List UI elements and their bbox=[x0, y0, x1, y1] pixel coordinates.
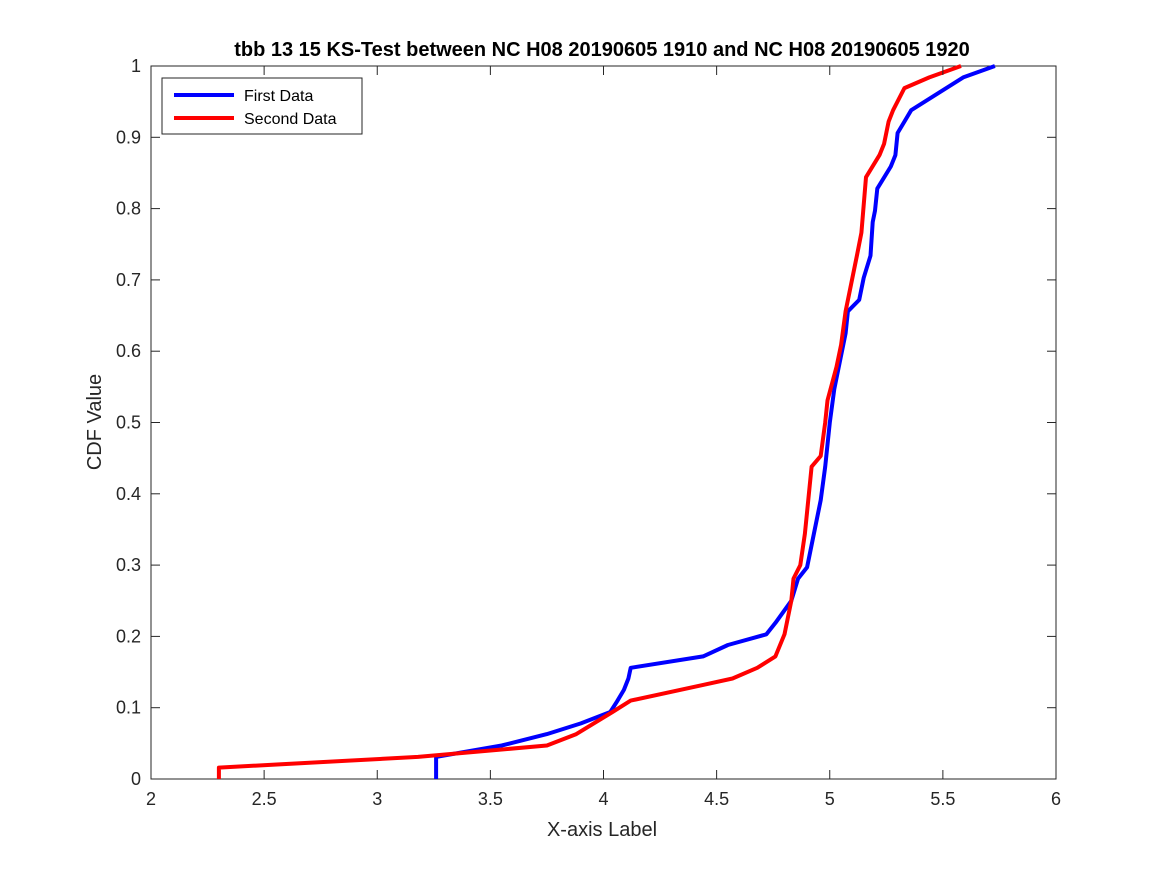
series-line-first-data bbox=[434, 64, 996, 779]
x-axis-label: X-axis Label bbox=[547, 819, 657, 841]
y-tick-label: 1 bbox=[131, 56, 141, 76]
y-axis-label: CDF Value bbox=[84, 374, 106, 470]
y-tick-label: 0.2 bbox=[116, 626, 141, 646]
legend-box bbox=[161, 77, 363, 135]
y-tick-label: 0.5 bbox=[116, 413, 141, 433]
y-tick-label: 0.8 bbox=[116, 199, 141, 219]
x-tick-label: 3 bbox=[372, 789, 382, 809]
series-line-second-data bbox=[216, 64, 962, 779]
x-tick-label: 2 bbox=[146, 789, 156, 809]
x-tick-label: 4.5 bbox=[704, 789, 729, 809]
y-tick-label: 0.1 bbox=[116, 698, 141, 718]
x-tick-label: 5 bbox=[825, 789, 835, 809]
legend-label-second-data: Second Data bbox=[244, 111, 337, 128]
y-tick-label: 0 bbox=[131, 769, 141, 789]
x-tick-label: 6 bbox=[1051, 789, 1061, 809]
y-tick-label: 0.9 bbox=[116, 127, 141, 147]
legend: First Data Second Data bbox=[161, 77, 363, 135]
x-tick-label: 5.5 bbox=[930, 789, 955, 809]
legend-label-first-data: First Data bbox=[244, 88, 313, 105]
y-tick-label: 0.4 bbox=[116, 484, 141, 504]
x-tick-label: 2.5 bbox=[252, 789, 277, 809]
x-tick-label: 3.5 bbox=[478, 789, 503, 809]
y-tick-label: 0.7 bbox=[116, 270, 141, 290]
plot-box bbox=[150, 65, 1057, 780]
y-tick-label: 0.6 bbox=[116, 341, 141, 361]
y-tick-label: 0.3 bbox=[116, 555, 141, 575]
series-layer bbox=[216, 64, 996, 779]
x-tick-label: 4 bbox=[598, 789, 608, 809]
chart-title: tbb 13 15 KS-Test between NC H08 2019060… bbox=[234, 39, 970, 61]
plot-area bbox=[150, 65, 1057, 780]
ticks-layer: 2 2.5 3 3.5 4 4.5 5 5.5 6 0 0.1 0.2 0.3 0.4 0.5 0.6 0.7 0… bbox=[116, 56, 1061, 809]
